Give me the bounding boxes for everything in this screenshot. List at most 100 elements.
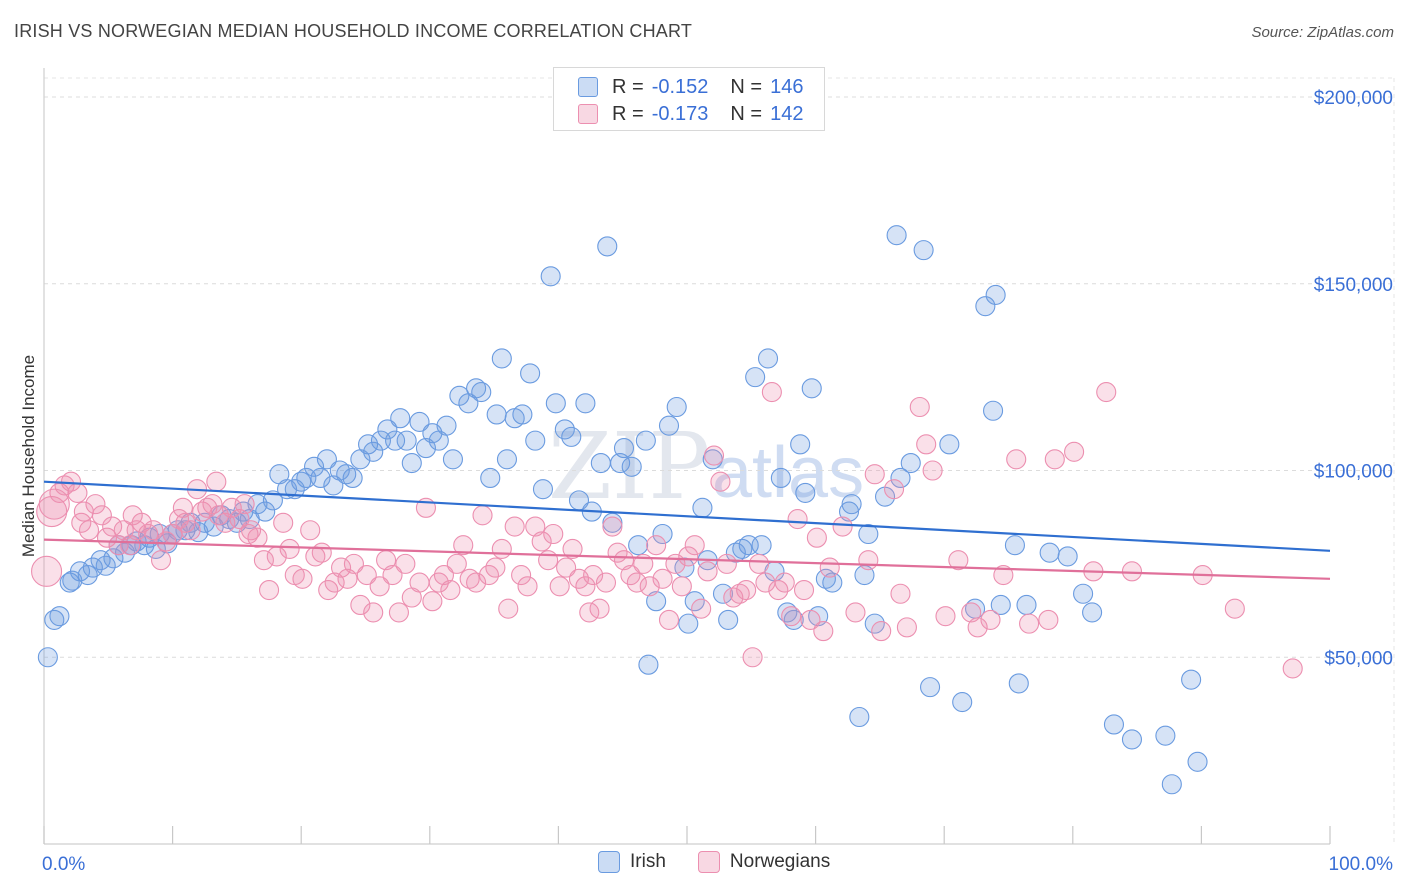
irish-point xyxy=(638,654,659,675)
norwegians-point xyxy=(71,512,92,533)
irish-point xyxy=(401,452,422,474)
irish-point xyxy=(652,523,673,545)
irish-point xyxy=(385,430,406,451)
irish-point xyxy=(975,296,996,317)
norwegians-point xyxy=(697,561,718,582)
irish-point xyxy=(1008,673,1029,694)
norwegians-point xyxy=(382,565,403,586)
norwegians-point xyxy=(703,445,725,466)
norwegians-point xyxy=(1064,441,1085,462)
norwegians-point xyxy=(832,516,853,537)
norwegians-point xyxy=(1121,561,1143,582)
irish-point xyxy=(900,452,921,474)
norwegians-point xyxy=(538,550,559,571)
norwegians-point xyxy=(871,621,892,642)
r-label: R = xyxy=(612,75,644,98)
irish-point xyxy=(1073,583,1094,604)
norwegians-point xyxy=(253,550,274,571)
y-tick-label: $100,000 xyxy=(1314,462,1393,483)
x-tick-label: 0.0% xyxy=(42,854,85,875)
irish-point xyxy=(920,677,941,698)
norwegians-point xyxy=(356,565,377,586)
norwegians-point xyxy=(800,609,821,630)
irish-point xyxy=(745,367,766,388)
axes xyxy=(43,68,1331,845)
norwegians-point xyxy=(658,609,680,630)
norwegians-point xyxy=(909,396,930,418)
norwegians-point xyxy=(890,583,911,604)
norwegians-point xyxy=(363,602,384,623)
norwegians-point xyxy=(922,460,943,481)
legend-item-norwegians[interactable]: Norwegians xyxy=(697,851,830,873)
norwegians-point xyxy=(613,550,635,571)
y-tick-label: $50,000 xyxy=(1324,648,1393,669)
irish-point xyxy=(658,415,680,436)
norwegians-legend-swatch xyxy=(697,851,720,873)
stats-row-irish: R = -0.152 N = 146 xyxy=(578,74,803,100)
norwegians-point xyxy=(652,568,673,589)
irish-point xyxy=(1181,669,1202,690)
irish-point xyxy=(336,464,357,485)
norwegians-point xyxy=(343,553,364,574)
norwegians-point xyxy=(422,591,443,612)
norwegians-point xyxy=(1038,609,1059,630)
irish-point xyxy=(1103,714,1125,735)
irish-point xyxy=(525,430,546,451)
norwegians-point xyxy=(337,568,358,589)
norwegians-point xyxy=(774,572,795,593)
irish-point xyxy=(304,456,325,477)
norwegians-point xyxy=(858,550,879,571)
irish-point xyxy=(342,467,363,489)
norwegians-point xyxy=(67,482,88,503)
stats-legend: R = -0.152 N = 146 R = -0.173 N = 142 xyxy=(553,67,825,131)
irish-point xyxy=(757,348,779,369)
norwegians-point xyxy=(453,535,474,556)
norwegians-point xyxy=(678,546,699,567)
irish-point xyxy=(316,449,337,470)
norwegians-point xyxy=(517,576,538,597)
norwegians-point xyxy=(948,550,969,571)
norwegians-point xyxy=(511,565,532,586)
norwegians-point xyxy=(761,382,782,403)
norwegians-point xyxy=(433,565,454,586)
norwegians-point xyxy=(472,505,493,526)
norwegians-point xyxy=(1096,382,1117,403)
irish-trendline xyxy=(43,480,1331,552)
trend-lines xyxy=(43,480,1331,580)
norwegians-point xyxy=(498,598,519,619)
irish-point xyxy=(442,449,463,470)
norwegians-point xyxy=(819,557,840,578)
norwegians-point xyxy=(350,594,371,616)
norwegians-point xyxy=(748,553,770,574)
series-norwegians xyxy=(31,382,1303,679)
irish-point xyxy=(858,523,879,545)
norwegians-point xyxy=(279,538,300,559)
norwegians-point xyxy=(736,579,757,601)
norwegians-point xyxy=(1019,613,1040,634)
irish-point xyxy=(496,449,518,470)
norwegians-point xyxy=(684,535,705,556)
irish-point xyxy=(613,438,635,459)
norwegians-point xyxy=(626,572,647,593)
irish-point xyxy=(377,419,398,440)
irish-point xyxy=(255,501,276,522)
irish-point xyxy=(718,609,739,630)
irish-point xyxy=(329,460,350,481)
norwegians-point xyxy=(710,471,731,492)
irish-point xyxy=(815,568,836,589)
norwegians-point xyxy=(845,602,866,623)
irish-point xyxy=(628,535,649,556)
norwegians-point xyxy=(1006,449,1027,470)
norwegians-point xyxy=(292,568,313,589)
irish-point xyxy=(1039,542,1060,563)
norwegians-point xyxy=(491,538,512,559)
norwegians-trendline xyxy=(43,538,1331,580)
norwegians-point xyxy=(980,609,1001,630)
norwegians-point xyxy=(446,553,467,574)
irish-point xyxy=(635,430,656,451)
legend-item-irish[interactable]: Irish xyxy=(598,851,666,873)
irish-legend-swatch xyxy=(598,851,620,873)
y-tick-labels: $50,000 $100,000 $150,000 $200,000 xyxy=(1314,88,1393,669)
irish-point xyxy=(1057,546,1078,567)
